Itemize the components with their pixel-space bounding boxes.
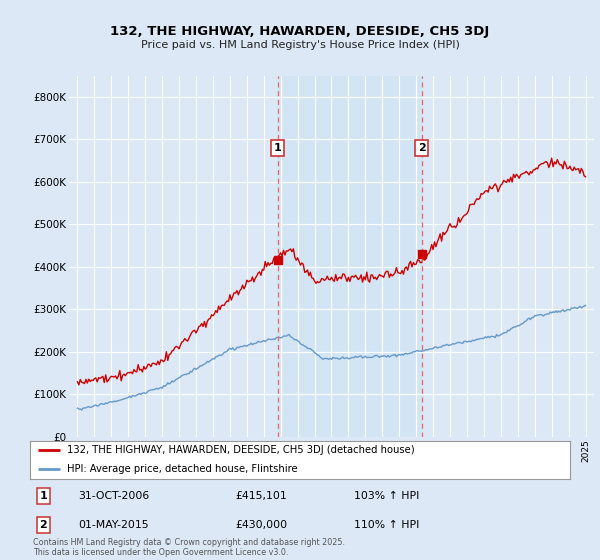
Text: Contains HM Land Registry data © Crown copyright and database right 2025.
This d: Contains HM Land Registry data © Crown c… <box>33 538 345 557</box>
Bar <box>278 76 422 437</box>
Text: 31-OCT-2006: 31-OCT-2006 <box>79 491 150 501</box>
Text: £415,101: £415,101 <box>235 491 287 501</box>
Text: 01-MAY-2015: 01-MAY-2015 <box>79 520 149 530</box>
Text: 132, THE HIGHWAY, HAWARDEN, DEESIDE, CH5 3DJ (detached house): 132, THE HIGHWAY, HAWARDEN, DEESIDE, CH5… <box>67 445 415 455</box>
Text: 2: 2 <box>40 520 47 530</box>
Text: 1: 1 <box>274 143 281 153</box>
Text: 132, THE HIGHWAY, HAWARDEN, DEESIDE, CH5 3DJ: 132, THE HIGHWAY, HAWARDEN, DEESIDE, CH5… <box>110 25 490 38</box>
Text: 103% ↑ HPI: 103% ↑ HPI <box>354 491 419 501</box>
Text: 110% ↑ HPI: 110% ↑ HPI <box>354 520 419 530</box>
Text: 1: 1 <box>40 491 47 501</box>
Text: Price paid vs. HM Land Registry's House Price Index (HPI): Price paid vs. HM Land Registry's House … <box>140 40 460 50</box>
Text: 2: 2 <box>418 143 425 153</box>
Text: HPI: Average price, detached house, Flintshire: HPI: Average price, detached house, Flin… <box>67 464 298 474</box>
Text: £430,000: £430,000 <box>235 520 287 530</box>
